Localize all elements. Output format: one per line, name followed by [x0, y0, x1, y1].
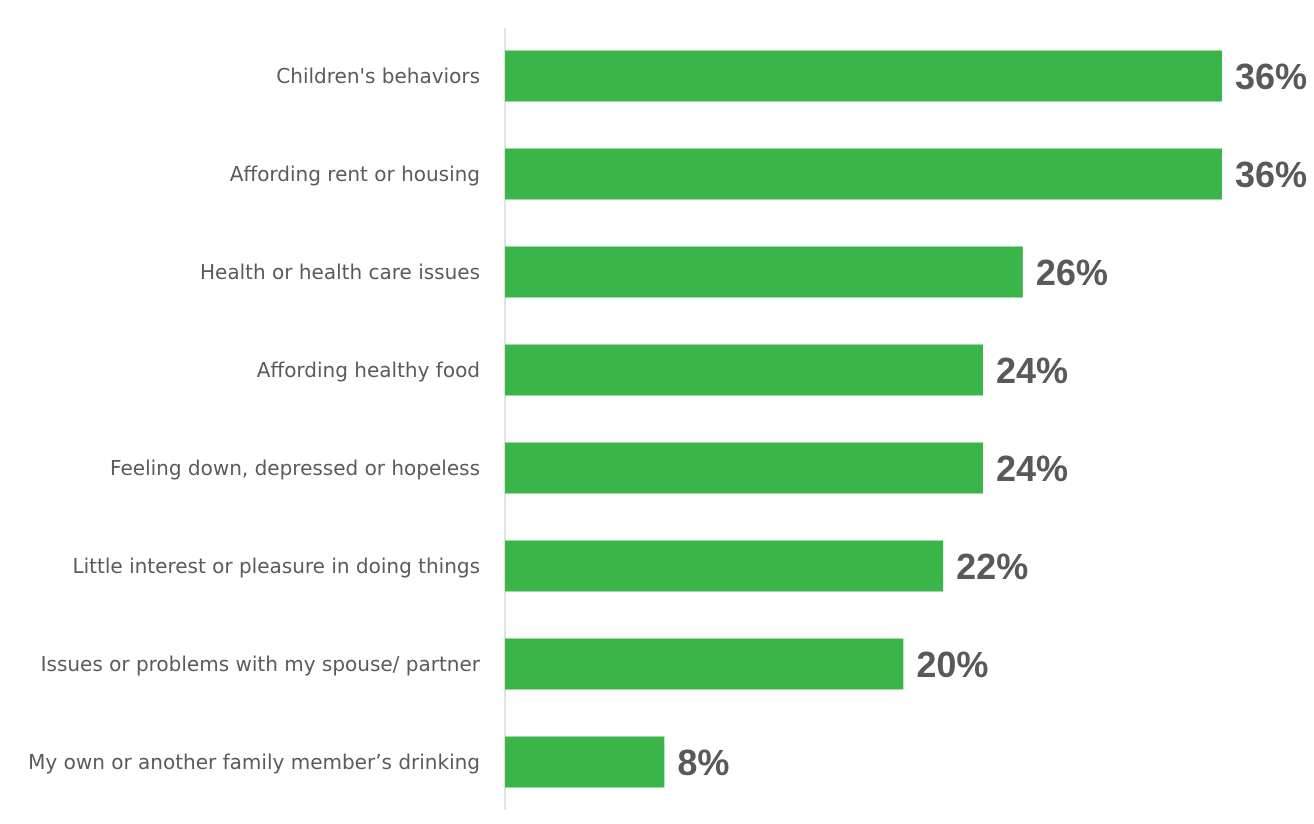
- category-label: Children's behaviors: [276, 64, 480, 88]
- category-label: Issues or problems with my spouse/ partn…: [41, 652, 481, 676]
- value-label: 36%: [1235, 56, 1307, 97]
- value-label: 36%: [1235, 154, 1307, 195]
- bar: [505, 736, 665, 788]
- value-label: 24%: [996, 448, 1068, 489]
- category-label: Health or health care issues: [200, 260, 480, 284]
- value-label: 26%: [1036, 252, 1108, 293]
- bar: [505, 540, 944, 592]
- bar: [505, 148, 1222, 200]
- category-label: Feeling down, depressed or hopeless: [110, 456, 480, 480]
- bar: [505, 442, 983, 494]
- value-label: 22%: [956, 546, 1028, 587]
- value-label: 8%: [677, 742, 729, 783]
- category-label: Affording healthy food: [257, 358, 480, 382]
- bar: [505, 344, 983, 396]
- bars-group: Children's behaviors 36% Affording rent or…: [28, 50, 1307, 788]
- category-label: My own or another family member’s drinki…: [28, 750, 480, 774]
- value-label: 20%: [916, 644, 988, 685]
- category-label: Affording rent or housing: [230, 162, 480, 186]
- bar: [505, 50, 1222, 102]
- bar: [505, 638, 904, 690]
- category-label: Little interest or pleasure in doing thi…: [72, 554, 480, 578]
- value-label: 24%: [996, 350, 1068, 391]
- bar: [505, 246, 1023, 298]
